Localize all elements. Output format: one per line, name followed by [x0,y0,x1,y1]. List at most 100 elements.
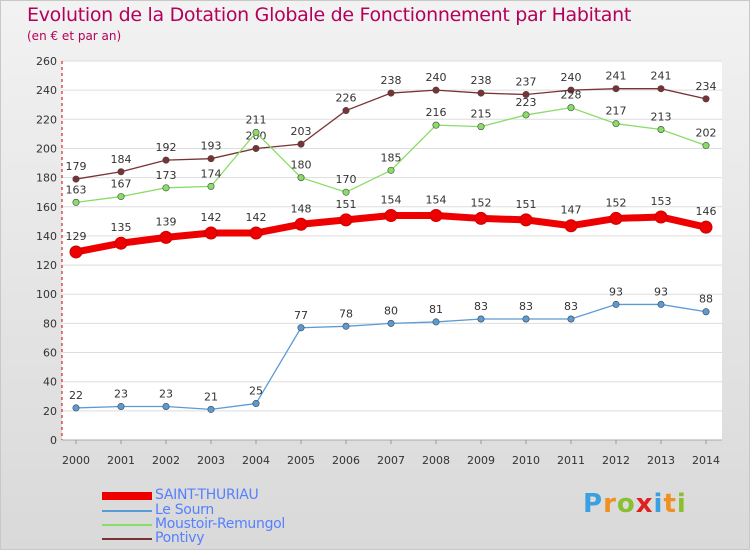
data-point-pontivy [207,155,215,163]
data-point-pontivy [297,140,305,148]
data-label-le-sourn: 83 [474,300,488,313]
data-point-moustoir-remungol [387,166,395,174]
data-point-pontivy [387,89,395,97]
data-label-saint-thuriau: 154 [381,194,402,207]
data-point-pontivy [477,89,485,97]
legend-label: Pontivy [155,530,205,546]
data-point-pontivy [657,85,665,93]
data-label-le-sourn: 83 [519,300,533,313]
data-label-le-sourn: 25 [249,385,263,398]
data-point-moustoir-remungol [117,193,125,201]
data-label-saint-thuriau: 135 [111,221,132,234]
data-label-moustoir-remungol: 202 [696,127,717,140]
x-tick-label: 2001 [107,454,135,467]
legend-swatch [102,510,152,512]
data-label-pontivy: 237 [516,76,537,89]
data-label-saint-thuriau: 151 [516,198,537,211]
y-tick-label: 100 [36,288,57,301]
data-point-moustoir-remungol [702,142,710,150]
y-tick-label: 180 [36,172,57,185]
data-point-moustoir-remungol [567,104,575,112]
logo-letter: r [603,489,617,519]
data-label-saint-thuriau: 152 [606,196,627,209]
data-point-moustoir-remungol [162,184,170,192]
x-tick-label: 2009 [467,454,495,467]
data-point-moustoir-remungol [342,188,350,196]
data-label-pontivy: 241 [651,70,672,83]
data-label-saint-thuriau: 146 [696,205,717,218]
x-tick-label: 2008 [422,454,450,467]
data-label-pontivy: 241 [606,70,627,83]
data-point-saint-thuriau [609,211,623,225]
y-tick-label: 260 [36,55,57,68]
data-point-saint-thuriau [294,217,308,231]
y-tick-label: 40 [43,376,57,389]
data-label-moustoir-remungol: 215 [471,108,492,121]
data-point-le-sourn [297,324,305,332]
data-point-moustoir-remungol [72,198,80,206]
data-label-moustoir-remungol: 185 [381,151,402,164]
data-label-moustoir-remungol: 228 [561,89,582,102]
data-point-saint-thuriau [159,230,173,244]
data-label-le-sourn: 23 [159,387,173,400]
data-label-pontivy: 226 [336,92,357,105]
data-label-moustoir-remungol: 167 [111,178,132,191]
x-tick-label: 2004 [242,454,270,467]
proxiti-logo: Proxiti [583,489,687,519]
data-point-saint-thuriau [699,220,713,234]
data-point-le-sourn [342,322,350,330]
data-label-pontivy: 238 [381,74,402,87]
logo-letter: i [676,489,687,519]
data-point-saint-thuriau [654,210,668,224]
data-label-saint-thuriau: 139 [156,215,177,228]
y-tick-label: 0 [50,434,57,447]
data-point-le-sourn [522,315,530,323]
data-point-pontivy [72,175,80,183]
data-point-saint-thuriau [339,213,353,227]
data-point-pontivy [612,85,620,93]
data-label-moustoir-remungol: 223 [516,96,537,109]
data-label-le-sourn: 93 [609,285,623,298]
logo-letter: P [583,489,604,519]
data-point-le-sourn [387,319,395,327]
legend-swatch [102,492,152,500]
x-tick-label: 2014 [692,454,720,467]
data-label-le-sourn: 21 [204,390,218,403]
plot-area [62,61,722,440]
data-label-le-sourn: 80 [384,304,398,317]
data-label-moustoir-remungol: 180 [291,159,312,172]
legend-swatch [102,524,152,526]
data-label-pontivy: 192 [156,141,177,154]
y-tick-label: 80 [43,317,57,330]
data-label-pontivy: 238 [471,74,492,87]
data-point-pontivy [162,156,170,164]
x-tick-label: 2011 [557,454,585,467]
data-point-saint-thuriau [114,236,128,250]
data-point-pontivy [702,95,710,103]
data-label-pontivy: 203 [291,125,312,138]
data-point-saint-thuriau [474,211,488,225]
data-label-saint-thuriau: 154 [426,194,447,207]
logo-letter: x [635,489,654,519]
data-label-le-sourn: 78 [339,307,353,320]
data-point-le-sourn [702,308,710,316]
data-label-saint-thuriau: 129 [66,230,87,243]
data-label-moustoir-remungol: 170 [336,173,357,186]
data-point-le-sourn [612,300,620,308]
data-point-saint-thuriau [429,209,443,223]
data-label-saint-thuriau: 152 [471,196,492,209]
data-label-saint-thuriau: 153 [651,195,672,208]
data-label-pontivy: 234 [696,80,717,93]
data-point-saint-thuriau [69,245,83,259]
data-point-le-sourn [432,318,440,326]
y-tick-label: 220 [36,113,57,126]
data-label-saint-thuriau: 148 [291,202,312,215]
x-tick-label: 2005 [287,454,315,467]
x-tick-label: 2007 [377,454,405,467]
y-tick-label: 60 [43,347,57,360]
data-label-pontivy: 240 [561,71,582,84]
data-label-saint-thuriau: 147 [561,204,582,217]
x-tick-label: 2013 [647,454,675,467]
y-tick-label: 20 [43,405,57,418]
data-point-le-sourn [477,315,485,323]
